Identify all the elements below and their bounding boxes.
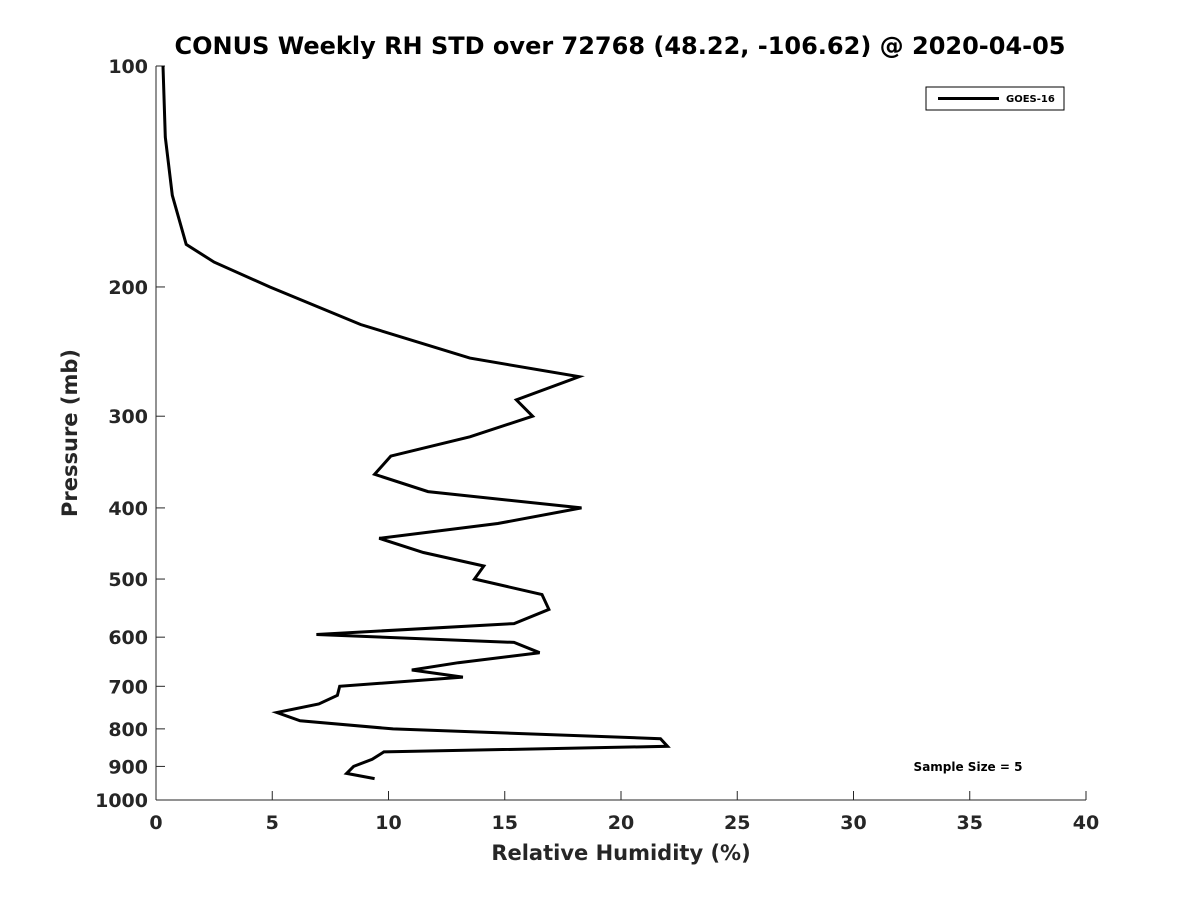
y-axis-label: Pressure (mb) <box>58 349 82 517</box>
x-ticks: 0 5 10 15 20 25 30 35 40 <box>149 791 1099 834</box>
legend: GOES-16 <box>925 86 1065 111</box>
x-tick-label: 35 <box>957 812 983 834</box>
y-tick-label: 300 <box>108 406 148 428</box>
x-tick-label: 30 <box>840 812 866 834</box>
x-tick-label: 5 <box>266 812 279 834</box>
plot-area <box>155 66 1086 801</box>
x-tick-label: 25 <box>724 812 750 834</box>
y-tick-label: 600 <box>108 627 148 649</box>
y-tick-label: 900 <box>108 756 148 778</box>
sample-size-annotation: Sample Size = 5 <box>914 760 1023 774</box>
y-tick-label: 1000 <box>95 790 148 812</box>
y-tick-label: 400 <box>108 498 148 520</box>
x-tick-label: 15 <box>492 812 518 834</box>
x-tick-label: 10 <box>375 812 401 834</box>
y-tick-label: 200 <box>108 277 148 299</box>
series-layer <box>161 65 671 781</box>
y-tick-label: 100 <box>108 56 148 78</box>
y-ticks: 100 200 300 400 500 600 700 800 900 1000 <box>95 56 165 812</box>
x-axis-label: Relative Humidity (%) <box>491 841 750 865</box>
y-tick-label: 800 <box>108 719 148 741</box>
y-tick-label: 500 <box>108 569 148 591</box>
series-line-goes-16 <box>161 65 671 781</box>
x-tick-label: 0 <box>149 812 162 834</box>
x-tick-label: 20 <box>608 812 634 834</box>
x-tick-label: 40 <box>1073 812 1099 834</box>
chart-title: CONUS Weekly RH STD over 72768 (48.22, -… <box>174 32 1065 60</box>
y-tick-label: 700 <box>108 676 148 698</box>
legend-label-goes-16: GOES-16 <box>1006 94 1055 105</box>
